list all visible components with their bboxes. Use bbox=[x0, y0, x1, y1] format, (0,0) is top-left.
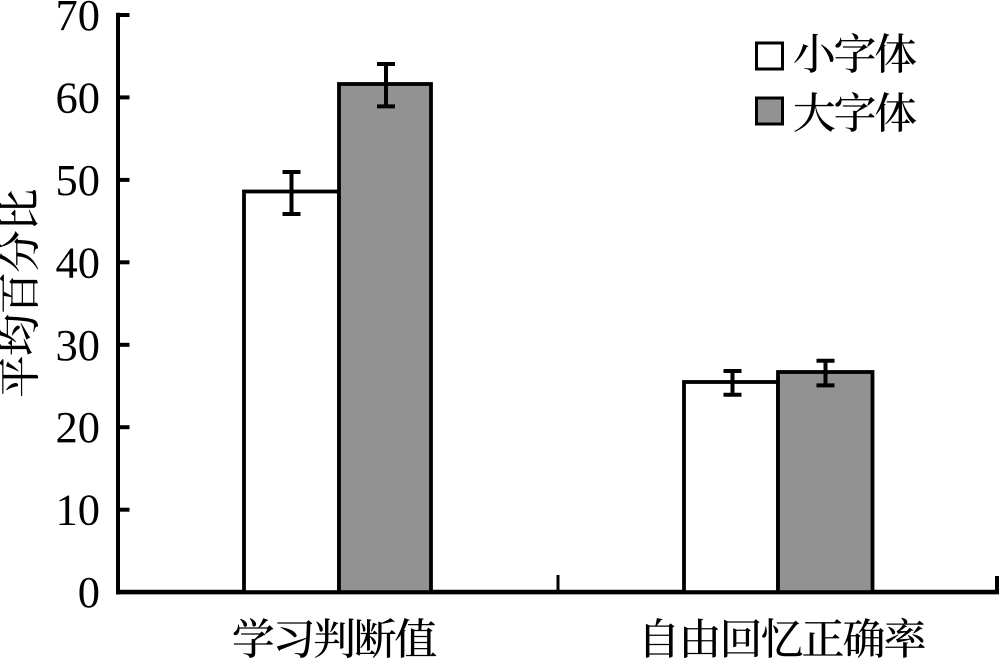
svg-text:20: 20 bbox=[56, 402, 101, 452]
svg-text:0: 0 bbox=[78, 567, 100, 617]
svg-text:30: 30 bbox=[56, 320, 101, 370]
svg-text:10: 10 bbox=[56, 485, 101, 535]
svg-text:50: 50 bbox=[56, 155, 101, 205]
svg-text:60: 60 bbox=[56, 72, 101, 122]
svg-text:40: 40 bbox=[56, 237, 101, 287]
svg-text:70: 70 bbox=[56, 0, 101, 40]
